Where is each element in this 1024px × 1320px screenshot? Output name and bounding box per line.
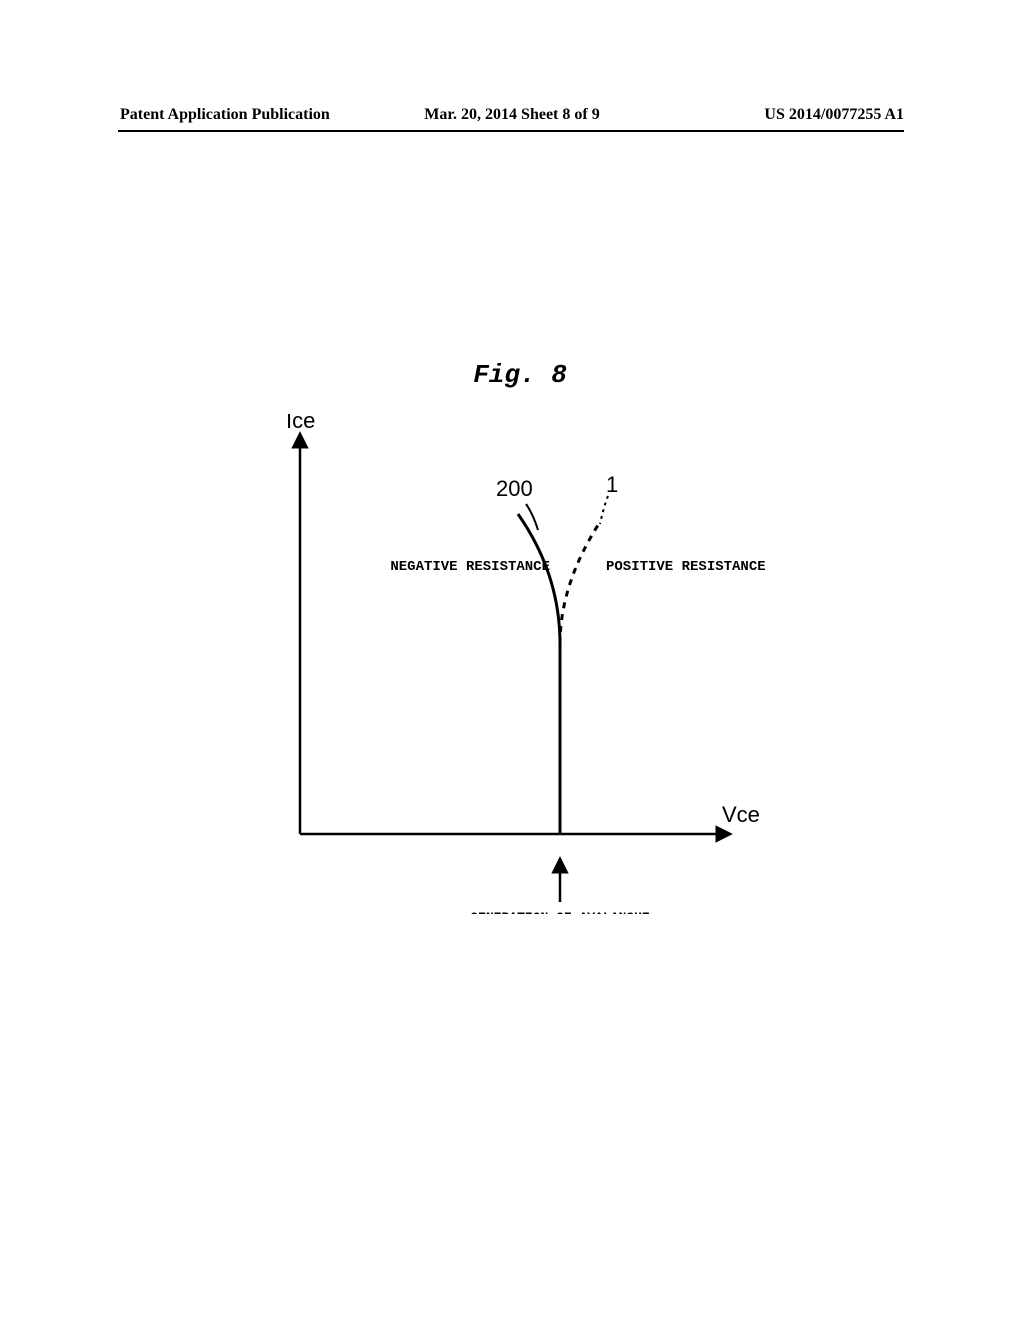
leader-1	[600, 496, 608, 524]
label-avalanche: GENERATION OF AVALANCHE	[470, 910, 650, 914]
header-divider	[118, 130, 904, 132]
figure-container: Fig. 8 Ice Vce 200 1 NEGATIVE RESISTANCE POSI…	[260, 360, 780, 920]
label-negative-resistance: NEGATIVE RESISTANCE	[390, 559, 550, 575]
header-center: Mar. 20, 2014 Sheet 8 of 9	[424, 106, 599, 124]
leader-200	[526, 504, 538, 530]
chart-svg: Ice Vce 200 1 NEGATIVE RESISTANCE POSITIVE RE…	[260, 414, 780, 914]
header-right: US 2014/0077255 A1	[764, 106, 904, 124]
label-positive-resistance: POSITIVE RESISTANCE	[606, 559, 766, 575]
y-axis-label: Ice	[286, 414, 315, 433]
figure-title: Fig. 8	[260, 360, 780, 390]
curve-1	[560, 522, 600, 644]
label-200: 200	[496, 476, 533, 501]
x-axis-label: Vce	[722, 802, 760, 827]
header-left: Patent Application Publication	[120, 106, 330, 124]
label-1: 1	[606, 472, 618, 497]
